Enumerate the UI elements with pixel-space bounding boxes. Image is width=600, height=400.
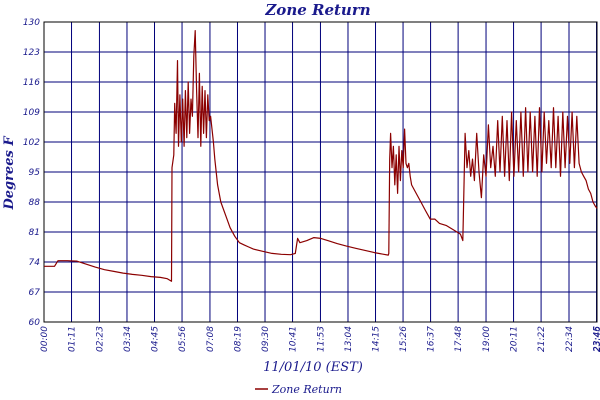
x-tick-label: 20:11 — [510, 326, 520, 352]
y-tick-label: 109 — [23, 108, 40, 118]
legend-entry-label: Zone Return — [271, 383, 342, 396]
x-tick-label: 13:04 — [344, 326, 354, 352]
x-tick-label: 11:53 — [316, 326, 326, 352]
x-tick-label: 16:37 — [427, 326, 437, 352]
x-tick-label: 19:00 — [482, 326, 492, 352]
x-tick-label: 22:34 — [565, 326, 575, 352]
y-tick-label: 81 — [29, 228, 40, 238]
x-tick-label: 23:46 — [593, 326, 600, 352]
x-tick-label: 02:23 — [95, 326, 105, 352]
plot-border — [43, 21, 598, 323]
x-tick-label: 08:19 — [233, 326, 243, 352]
x-tick-label: 21:22 — [537, 326, 547, 352]
y-tick-label: 130 — [23, 18, 40, 28]
x-tick-label: 04:45 — [151, 326, 161, 352]
series-line-zone-return — [44, 30, 598, 282]
series-layer — [44, 30, 598, 282]
y-axis-title: Degrees F — [2, 136, 17, 211]
x-axis-title: 11/01/10 (EST) — [263, 360, 363, 375]
y-tick-label: 123 — [23, 48, 40, 58]
x-tick-label: 17:48 — [454, 326, 464, 352]
legend: Zone Return — [255, 383, 342, 396]
x-axis-ticks: 00:00 01:11 02:23 03:34 04:45 05:56 07:08 08:19… — [40, 326, 600, 352]
y-axis-ticks: 60 67 74 81 88 95 102 109 116 123 130 — [23, 18, 40, 328]
y-tick-label: 60 — [29, 318, 41, 328]
x-tick-label: 14:15 — [372, 326, 382, 352]
x-tick-label: 03:34 — [123, 326, 133, 352]
x-tick-label: 00:00 — [40, 326, 50, 352]
x-tick-label: 23:45 — [593, 326, 600, 352]
y-tick-label: 116 — [23, 78, 40, 88]
y-tick-label: 88 — [29, 198, 41, 208]
y-tick-label: 102 — [23, 138, 40, 148]
chart-title: Zone Return — [264, 1, 370, 19]
y-tick-label: 74 — [29, 258, 41, 268]
x-tick-label: 01:11 — [68, 326, 78, 352]
x-tick-label: 09:30 — [261, 326, 271, 352]
x-tick-label: 10:41 — [289, 326, 299, 352]
y-tick-label: 95 — [29, 168, 41, 178]
x-tick-label: 05:56 — [178, 326, 188, 352]
x-tick-label: 07:08 — [206, 326, 216, 352]
y-tick-label: 67 — [29, 288, 41, 298]
x-tick-label: 15:26 — [399, 326, 409, 352]
